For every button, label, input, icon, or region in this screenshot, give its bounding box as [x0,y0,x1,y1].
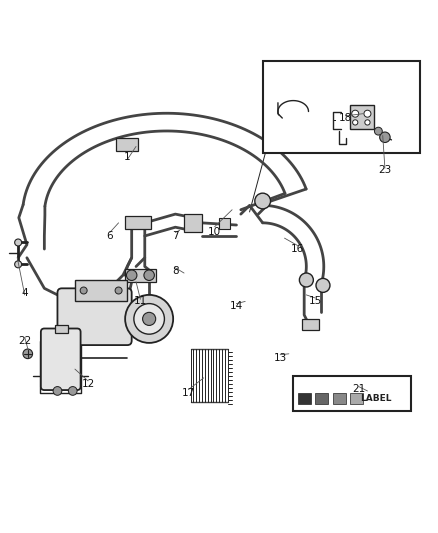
Bar [350,105,374,129]
Text: 13: 13 [273,353,287,363]
Bar [293,376,411,410]
Circle shape [115,287,122,294]
Circle shape [380,132,390,142]
Circle shape [134,304,164,334]
Circle shape [127,270,137,280]
Circle shape [365,120,370,125]
Circle shape [374,127,382,135]
Bar [219,219,230,229]
Text: 22: 22 [18,336,32,346]
Circle shape [14,239,21,246]
Text: 16: 16 [291,244,304,254]
Text: 6: 6 [106,231,113,241]
Circle shape [14,261,21,268]
FancyBboxPatch shape [57,288,132,345]
Text: 7: 7 [172,231,179,241]
Bar [117,138,138,151]
Bar [184,214,201,231]
Bar [350,393,363,404]
Text: 11: 11 [134,296,147,306]
FancyBboxPatch shape [41,328,81,390]
Text: LABEL: LABEL [360,394,392,403]
Circle shape [68,386,77,395]
Text: 12: 12 [81,379,95,390]
Text: 8: 8 [172,266,179,276]
Circle shape [143,312,155,326]
Bar [75,280,127,302]
Circle shape [23,349,32,359]
Text: 10: 10 [208,227,221,237]
Text: 15: 15 [308,296,321,306]
Circle shape [53,386,62,395]
Bar [297,393,311,404]
Circle shape [352,110,359,117]
Circle shape [255,193,271,209]
Text: 21: 21 [352,384,365,394]
Circle shape [300,273,313,287]
Bar [125,216,151,229]
Circle shape [353,120,358,125]
Text: 1: 1 [124,152,131,163]
Bar [332,393,346,404]
Text: 18: 18 [339,113,352,123]
Circle shape [364,110,371,117]
Circle shape [316,278,330,293]
Circle shape [144,270,154,280]
Text: 14: 14 [230,301,243,311]
Bar [263,61,420,153]
Bar [315,393,328,404]
Circle shape [80,287,87,294]
Text: 4: 4 [21,288,28,298]
Bar [125,269,155,282]
Bar [302,319,319,330]
Text: 23: 23 [378,165,392,175]
Bar [55,325,68,333]
Circle shape [125,295,173,343]
Text: 17: 17 [182,388,195,398]
